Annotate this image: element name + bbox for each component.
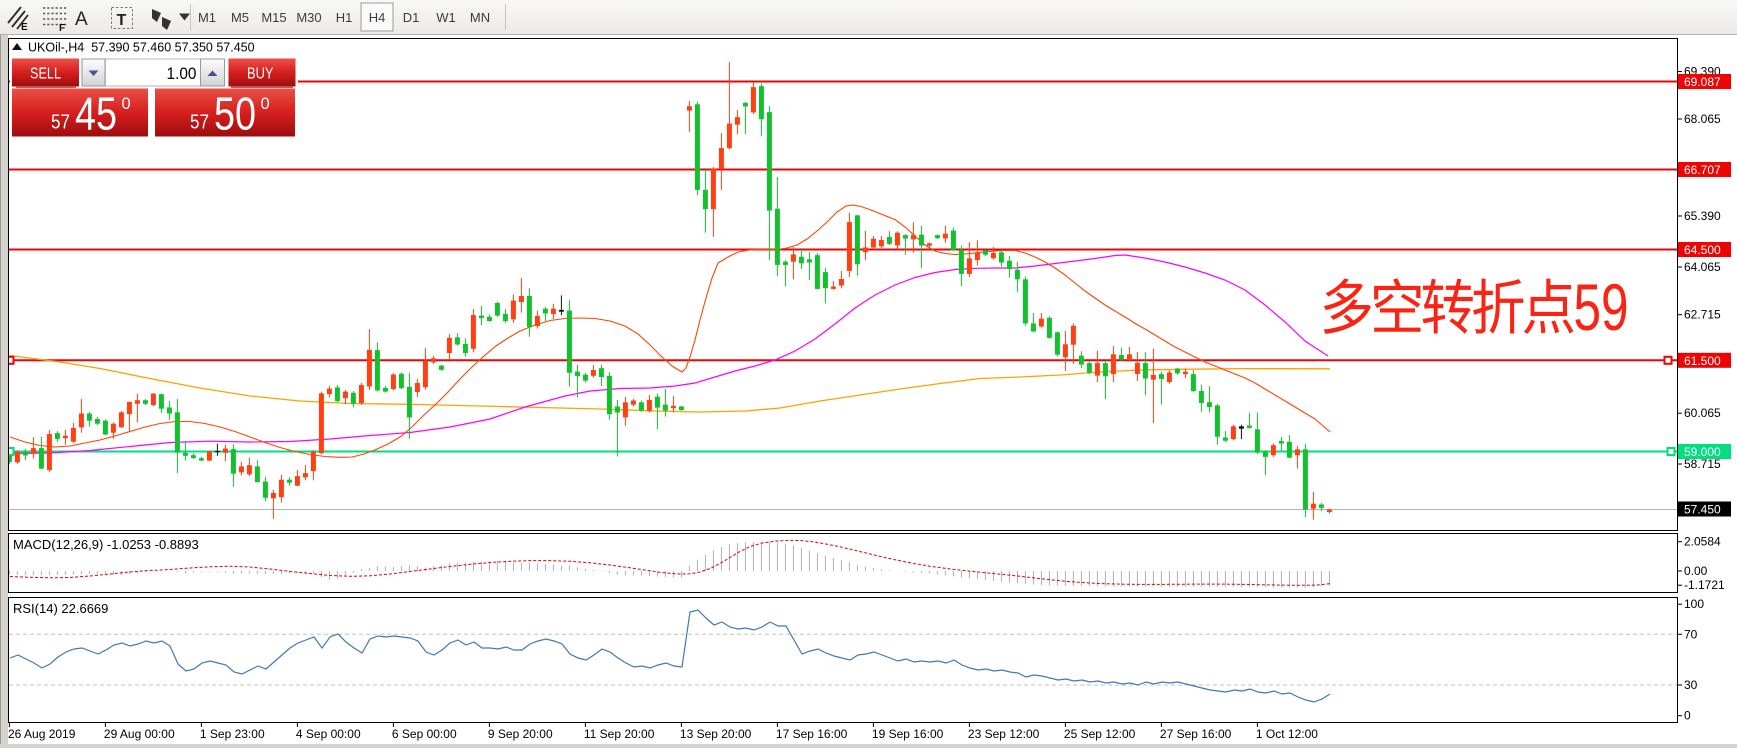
svg-text:M30: M30 xyxy=(296,10,321,25)
svg-text:27 Sep 16:00: 27 Sep 16:00 xyxy=(1160,727,1232,741)
svg-text:19 Sep 16:00: 19 Sep 16:00 xyxy=(872,727,944,741)
svg-text:50: 50 xyxy=(214,88,256,140)
svg-text:68.065: 68.065 xyxy=(1684,112,1721,126)
svg-text:H1: H1 xyxy=(336,10,353,25)
svg-text:59.000: 59.000 xyxy=(1684,445,1721,459)
svg-text:70: 70 xyxy=(1684,627,1698,641)
svg-text:57.450: 57.450 xyxy=(1684,503,1721,517)
svg-text:0.00: 0.00 xyxy=(1684,564,1708,578)
svg-text:0: 0 xyxy=(1684,709,1691,723)
svg-text:H4: H4 xyxy=(369,10,386,25)
svg-text:60.065: 60.065 xyxy=(1684,406,1721,420)
svg-text:23 Sep 12:00: 23 Sep 12:00 xyxy=(968,727,1040,741)
svg-text:M1: M1 xyxy=(198,10,216,25)
svg-text:13 Sep 20:00: 13 Sep 20:00 xyxy=(680,727,752,741)
svg-text:A: A xyxy=(75,9,88,30)
svg-text:64.500: 64.500 xyxy=(1684,243,1721,257)
svg-text:9 Sep 20:00: 9 Sep 20:00 xyxy=(488,727,553,741)
svg-text:MACD(12,26,9) -1.0253 -0.8893: MACD(12,26,9) -1.0253 -0.8893 xyxy=(13,537,199,552)
svg-text:1 Sep 23:00: 1 Sep 23:00 xyxy=(200,727,265,741)
svg-text:57: 57 xyxy=(51,112,70,134)
svg-text:65.390: 65.390 xyxy=(1684,209,1721,223)
svg-text:4 Sep 00:00: 4 Sep 00:00 xyxy=(296,727,361,741)
svg-text:29 Aug 00:00: 29 Aug 00:00 xyxy=(104,727,175,741)
svg-text:E: E xyxy=(21,22,28,33)
svg-text:66.707: 66.707 xyxy=(1684,163,1721,177)
svg-text:62.715: 62.715 xyxy=(1684,308,1721,322)
svg-text:45: 45 xyxy=(75,88,117,140)
svg-text:25 Sep 12:00: 25 Sep 12:00 xyxy=(1064,727,1136,741)
svg-text:RSI(14) 22.6669: RSI(14) 22.6669 xyxy=(13,601,108,616)
svg-text:57: 57 xyxy=(190,112,209,134)
svg-text:100: 100 xyxy=(1684,597,1704,611)
svg-text:M5: M5 xyxy=(231,10,249,25)
svg-text:UKOil-,H4 57.390 57.460 57.35: UKOil-,H4 57.390 57.460 57.350 57.450 xyxy=(28,41,255,55)
svg-text:T: T xyxy=(117,12,127,29)
svg-text:64.065: 64.065 xyxy=(1684,260,1721,274)
svg-text:26 Aug 2019: 26 Aug 2019 xyxy=(8,727,76,741)
svg-text:1.00: 1.00 xyxy=(167,65,197,83)
svg-text:11 Sep 20:00: 11 Sep 20:00 xyxy=(584,727,655,741)
svg-text:1 Oct 12:00: 1 Oct 12:00 xyxy=(1256,727,1318,741)
svg-text:SELL: SELL xyxy=(30,66,61,83)
svg-text:BUY: BUY xyxy=(247,66,274,83)
svg-text:2.0584: 2.0584 xyxy=(1684,535,1721,549)
svg-text:61.500: 61.500 xyxy=(1684,354,1721,368)
svg-text:0: 0 xyxy=(122,95,131,113)
svg-text:D1: D1 xyxy=(403,10,420,25)
svg-text:-1.1721: -1.1721 xyxy=(1684,578,1725,592)
svg-text:59: 59 xyxy=(1574,271,1629,345)
svg-text:30: 30 xyxy=(1684,678,1698,692)
svg-text:MN: MN xyxy=(470,10,490,25)
svg-text:69.087: 69.087 xyxy=(1684,75,1721,89)
svg-text:17 Sep 16:00: 17 Sep 16:00 xyxy=(776,727,848,741)
svg-text:0: 0 xyxy=(261,95,270,113)
svg-text:F: F xyxy=(59,23,65,34)
svg-text:6 Sep 00:00: 6 Sep 00:00 xyxy=(392,727,457,741)
svg-text:W1: W1 xyxy=(436,10,456,25)
svg-text:M15: M15 xyxy=(261,10,286,25)
svg-text:58.715: 58.715 xyxy=(1684,457,1721,471)
